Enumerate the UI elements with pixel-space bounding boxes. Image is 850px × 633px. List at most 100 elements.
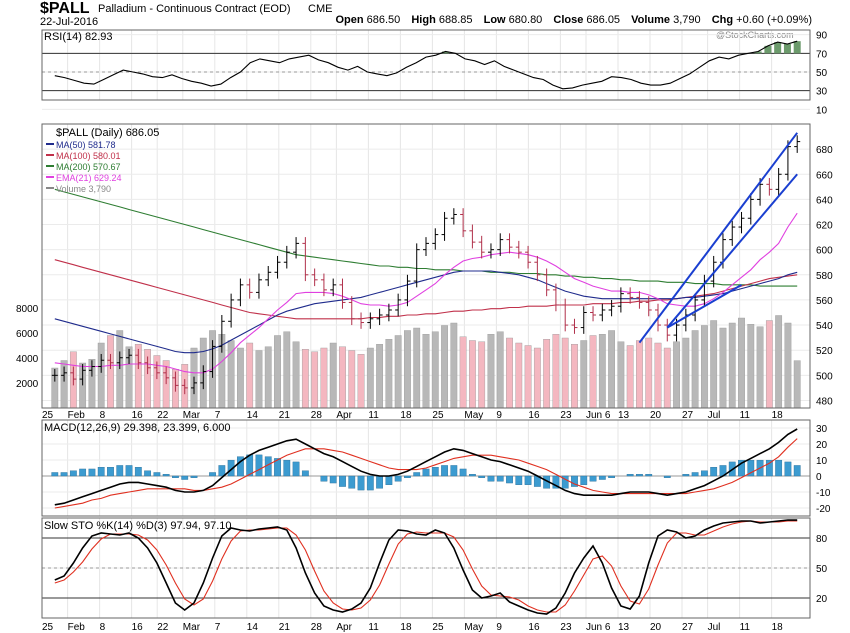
macd-histogram-bar [413, 472, 421, 477]
volume-bar [431, 331, 439, 409]
macd-histogram-bar [125, 465, 133, 477]
volume-bar [571, 344, 578, 409]
macd-histogram-bar [394, 475, 402, 482]
legend-swatch [46, 165, 54, 167]
x-axis-label-sto: Jul [708, 622, 721, 633]
macd-histogram-bar [60, 472, 68, 477]
volume-bar [116, 330, 124, 409]
x-axis-label-price: 20 [650, 410, 662, 421]
x-axis-label-price: 8 [100, 410, 106, 421]
sto-frame [41, 517, 811, 619]
macd-histogram-bar [608, 475, 616, 478]
trend-channel-upper [638, 132, 798, 344]
macd-histogram-bar [134, 467, 142, 477]
volume-bar [329, 342, 337, 409]
volume-bar [255, 350, 263, 409]
volume-label: Volume [631, 14, 671, 26]
price-tick-label: 600 [816, 246, 833, 257]
x-axis-label-sto: Jun 6 [586, 622, 611, 633]
macd-tick-label: 30 [816, 424, 828, 435]
volume-bar [645, 337, 653, 409]
price-tick-label: 660 [816, 170, 833, 181]
price-frame [41, 123, 811, 409]
macd-frame [41, 419, 811, 517]
macd-histogram-bar [738, 459, 745, 477]
macd-histogram-bar [469, 474, 476, 477]
legend-swatch [46, 176, 54, 178]
volume-bar [524, 345, 532, 409]
volume-bar [246, 342, 254, 409]
macd-histogram-bar [79, 468, 87, 477]
volume-bar [320, 347, 328, 409]
volume-bar [376, 344, 383, 409]
x-axis-label-price: 14 [247, 410, 259, 421]
price-tick-label: 560 [816, 296, 833, 307]
volume-bar [682, 337, 690, 409]
volume-bar [663, 347, 671, 409]
macd-histogram-bar [487, 475, 495, 482]
macd-histogram-bar [301, 470, 309, 477]
macd-histogram-bar [376, 475, 383, 489]
x-axis-label-price: Feb [68, 410, 86, 421]
macd-histogram-bar [691, 472, 699, 477]
open-label: Open [335, 14, 364, 26]
sto-tick-label: 20 [816, 594, 828, 605]
rsi-title: RSI(14) 82.93 [44, 31, 112, 43]
volume-bar [450, 322, 458, 409]
chart-date: 22-Jul-2016 [40, 16, 99, 28]
x-axis-label-price: Mar [183, 410, 201, 421]
x-axis-label-sto: 27 [682, 622, 694, 633]
x-axis-label-sto: 8 [100, 622, 106, 633]
x-axis-label-sto: 11 [368, 622, 379, 633]
macd-histogram-bar [506, 475, 513, 484]
exchange-label: CME [308, 3, 333, 15]
volume-bar [636, 340, 643, 409]
macd-histogram-bar [227, 459, 235, 477]
chg-label: Chg [711, 14, 734, 26]
macd-histogram-bar [524, 475, 532, 486]
x-axis-label-price: 7 [215, 410, 221, 421]
x-axis-label-sto: Apr [336, 622, 352, 633]
volume-bar [107, 335, 114, 409]
volume-bar [543, 339, 551, 409]
rsi-tick-label: 10 [816, 105, 828, 116]
macd-histogram-bar [636, 474, 643, 477]
x-axis-label-sto: 9 [496, 622, 502, 633]
low-label: Low [483, 14, 506, 26]
volume-tick-label: 4000 [16, 354, 39, 365]
sto-tick-label: 80 [816, 534, 828, 545]
macd-histogram-bar [329, 475, 337, 484]
volume-tick-label: 6000 [16, 329, 39, 340]
macd-histogram-bar [357, 475, 365, 491]
x-axis-label-sto: 7 [215, 622, 221, 633]
macd-histogram-bar [97, 467, 105, 477]
x-axis-label-sto: 14 [247, 622, 259, 633]
x-axis-label-sto: 23 [560, 622, 572, 633]
volume-bar [97, 342, 105, 409]
x-axis-label-price: 28 [311, 410, 323, 421]
volume-bar [311, 351, 319, 409]
macd-tick-label: 0 [816, 472, 822, 483]
price-tick-label: 680 [816, 145, 833, 156]
macd-histogram-bar [784, 461, 792, 477]
macd-histogram-bar [450, 465, 458, 477]
macd-histogram-bar [366, 475, 374, 491]
macd-histogram-bar [793, 465, 801, 477]
volume-bar [561, 337, 569, 409]
ohlc-summary: Open 686.50 High 688.85 Low 680.80 Close… [327, 14, 812, 26]
x-axis-label-sto: 25 [42, 622, 54, 633]
x-axis-label-price: 23 [560, 410, 572, 421]
legend-entry: EMA(21) 629.24 [56, 173, 122, 183]
macd-line [54, 428, 798, 506]
macd-histogram-bar [701, 470, 708, 477]
macd-histogram-bar [348, 475, 356, 489]
x-axis-label-sto: 22 [157, 622, 169, 633]
volume-bar [264, 346, 272, 409]
macd-histogram-bar [385, 475, 393, 486]
volume-bar [348, 350, 356, 409]
macd-histogram-bar [51, 472, 59, 477]
price-tick-label: 620 [816, 221, 833, 232]
x-axis-label-price: Jul [708, 410, 721, 421]
macd-histogram-bar [663, 475, 671, 478]
x-axis-label-price: 25 [432, 410, 444, 421]
